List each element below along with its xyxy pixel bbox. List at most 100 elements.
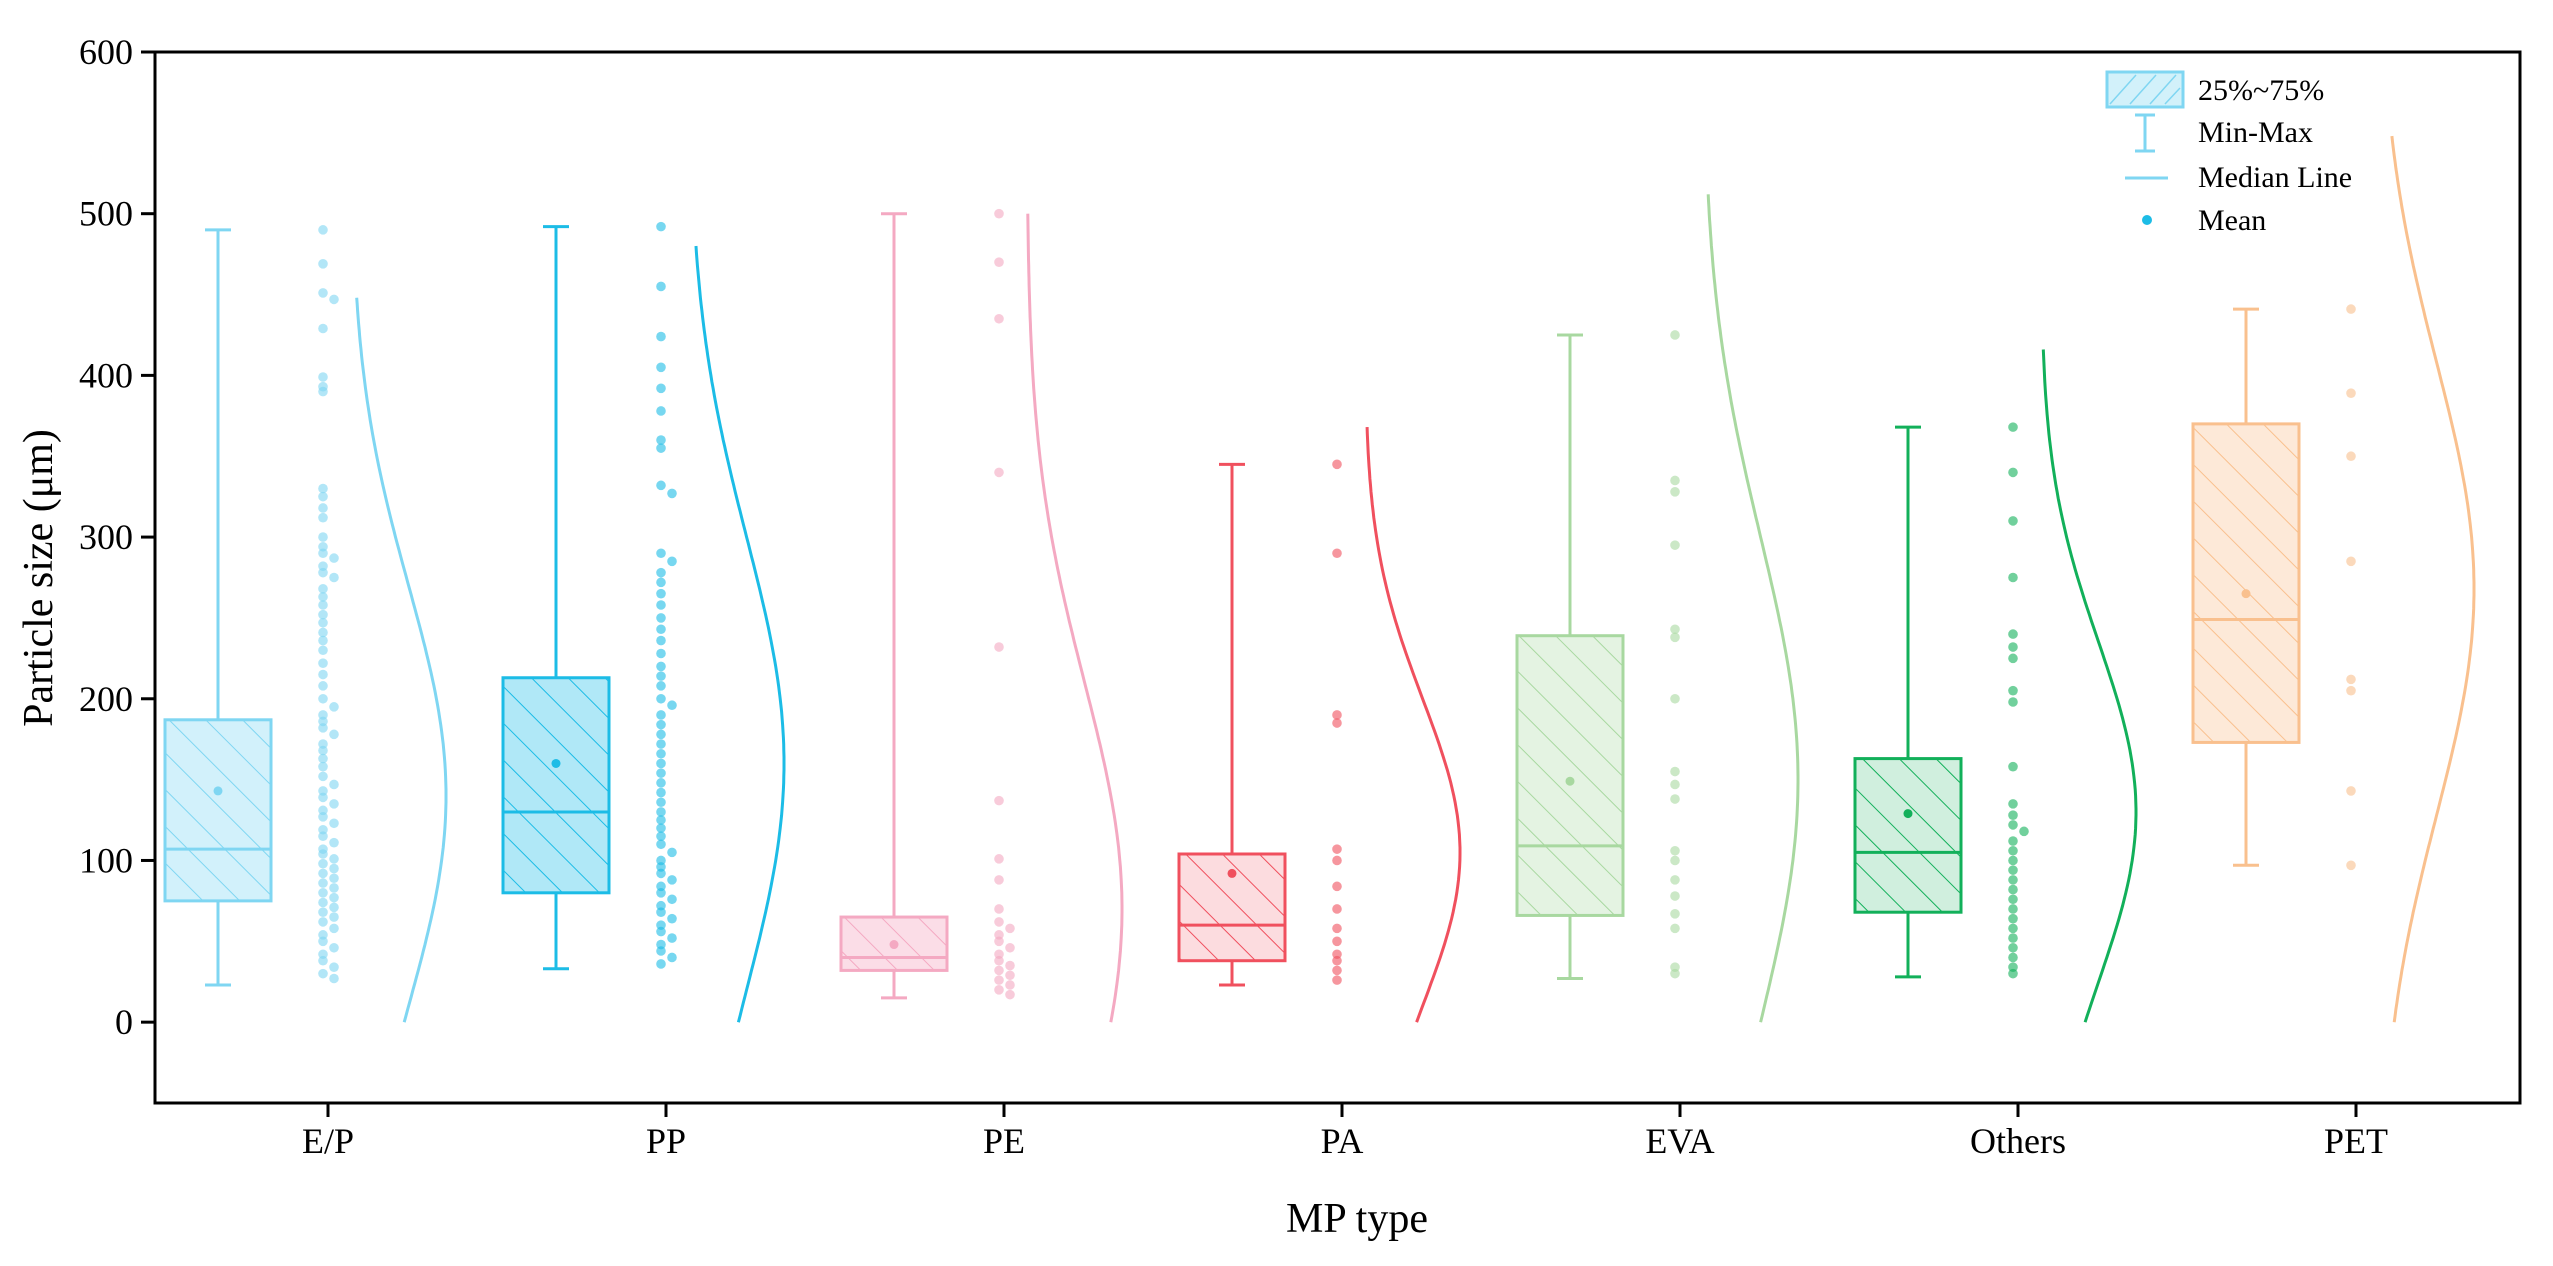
data-point <box>318 897 328 908</box>
iqr-box <box>163 718 273 903</box>
data-point <box>318 225 328 235</box>
data-point <box>318 936 328 947</box>
data-point <box>656 693 666 704</box>
data-point <box>656 807 666 817</box>
data-point <box>318 858 328 869</box>
mean-point <box>1565 776 1575 786</box>
data-point <box>656 648 666 659</box>
data-point <box>1670 845 1680 856</box>
data-point <box>318 761 328 772</box>
data-point <box>1670 968 1680 979</box>
data-point <box>1332 975 1342 985</box>
data-point <box>2008 855 2018 866</box>
data-point <box>2008 968 2018 979</box>
x-tick-label: PA <box>1321 1121 1364 1161</box>
data-point <box>656 888 666 898</box>
data-point <box>1332 459 1342 470</box>
data-point <box>1670 923 1680 934</box>
data-point <box>318 868 328 879</box>
x-tick-label: E/P <box>302 1121 354 1161</box>
data-point <box>318 491 328 502</box>
data-point <box>656 959 666 969</box>
legend-whisker-symbol <box>2135 113 2155 153</box>
y-tick-label: 600 <box>79 32 133 72</box>
data-point <box>994 965 1004 976</box>
data-point <box>2008 697 2018 707</box>
data-point <box>318 888 328 898</box>
data-point <box>2008 642 2018 652</box>
data-point <box>318 968 328 979</box>
data-point <box>2008 836 2018 846</box>
data-point <box>994 955 1004 966</box>
data-point <box>656 907 666 918</box>
series-pp <box>501 221 786 1023</box>
data-point <box>318 907 328 918</box>
data-point <box>994 795 1004 806</box>
data-point <box>2008 422 2018 432</box>
data-point <box>2008 820 2018 830</box>
data-point <box>318 567 328 578</box>
data-point <box>329 902 339 913</box>
data-point <box>2008 685 2018 696</box>
data-point <box>318 658 328 668</box>
data-point <box>329 973 339 984</box>
data-point <box>318 635 328 646</box>
data-point <box>656 831 666 842</box>
data-point <box>1332 718 1342 728</box>
distribution-curve <box>1026 213 1124 1023</box>
data-point <box>329 572 339 583</box>
data-point <box>329 962 339 972</box>
data-point <box>1005 960 1015 971</box>
data-point <box>994 257 1004 268</box>
data-point <box>2346 451 2356 462</box>
data-point <box>656 577 666 588</box>
data-point <box>2008 913 2018 924</box>
data-point <box>318 693 328 704</box>
mean-point <box>1227 868 1237 878</box>
data-point <box>656 613 666 623</box>
axes-layer: 0 100 200 300 400 500 600 E/P PP PE PA EVA Others PET <box>79 32 2388 1161</box>
distribution-curve <box>2041 349 2138 1023</box>
data-point <box>318 745 328 756</box>
mean-point <box>1903 809 1913 819</box>
data-point <box>318 600 328 610</box>
data-point <box>656 926 666 937</box>
data-point <box>1332 844 1342 854</box>
data-point <box>329 294 339 305</box>
data-point <box>2008 516 2018 526</box>
legend-box-hatch <box>2109 74 2181 105</box>
data-point <box>656 729 666 740</box>
data-point <box>667 556 677 567</box>
data-point <box>994 467 1004 478</box>
data-point <box>1670 875 1680 885</box>
legend: 25%~75% Min-Max Median Line Mean <box>2105 70 2352 237</box>
data-point <box>1670 330 1680 340</box>
distribution-curve <box>1706 194 1800 1023</box>
data-point <box>318 288 328 298</box>
data-point <box>656 331 666 342</box>
data-point <box>1332 710 1342 720</box>
data-point <box>667 894 677 905</box>
series-pa <box>1177 427 1462 1023</box>
data-point <box>656 758 666 769</box>
data-point <box>994 208 1004 219</box>
data-point <box>1670 540 1680 550</box>
data-point <box>656 221 666 232</box>
data-point <box>329 779 339 790</box>
data-point <box>318 645 328 656</box>
data-point <box>656 588 666 599</box>
plot-border <box>153 50 2522 1105</box>
legend-mean-symbol <box>2142 215 2152 225</box>
data-point <box>1005 970 1015 981</box>
iqr-box <box>1853 757 1963 914</box>
data-point <box>318 584 328 594</box>
data-point <box>656 671 666 681</box>
data-point <box>656 480 666 491</box>
data-point <box>318 503 328 513</box>
x-tick-label: EVA <box>1645 1121 1714 1161</box>
mean-point <box>2241 589 2251 599</box>
data-point <box>2008 894 2018 905</box>
data-point <box>2346 685 2356 696</box>
data-point <box>329 892 339 903</box>
